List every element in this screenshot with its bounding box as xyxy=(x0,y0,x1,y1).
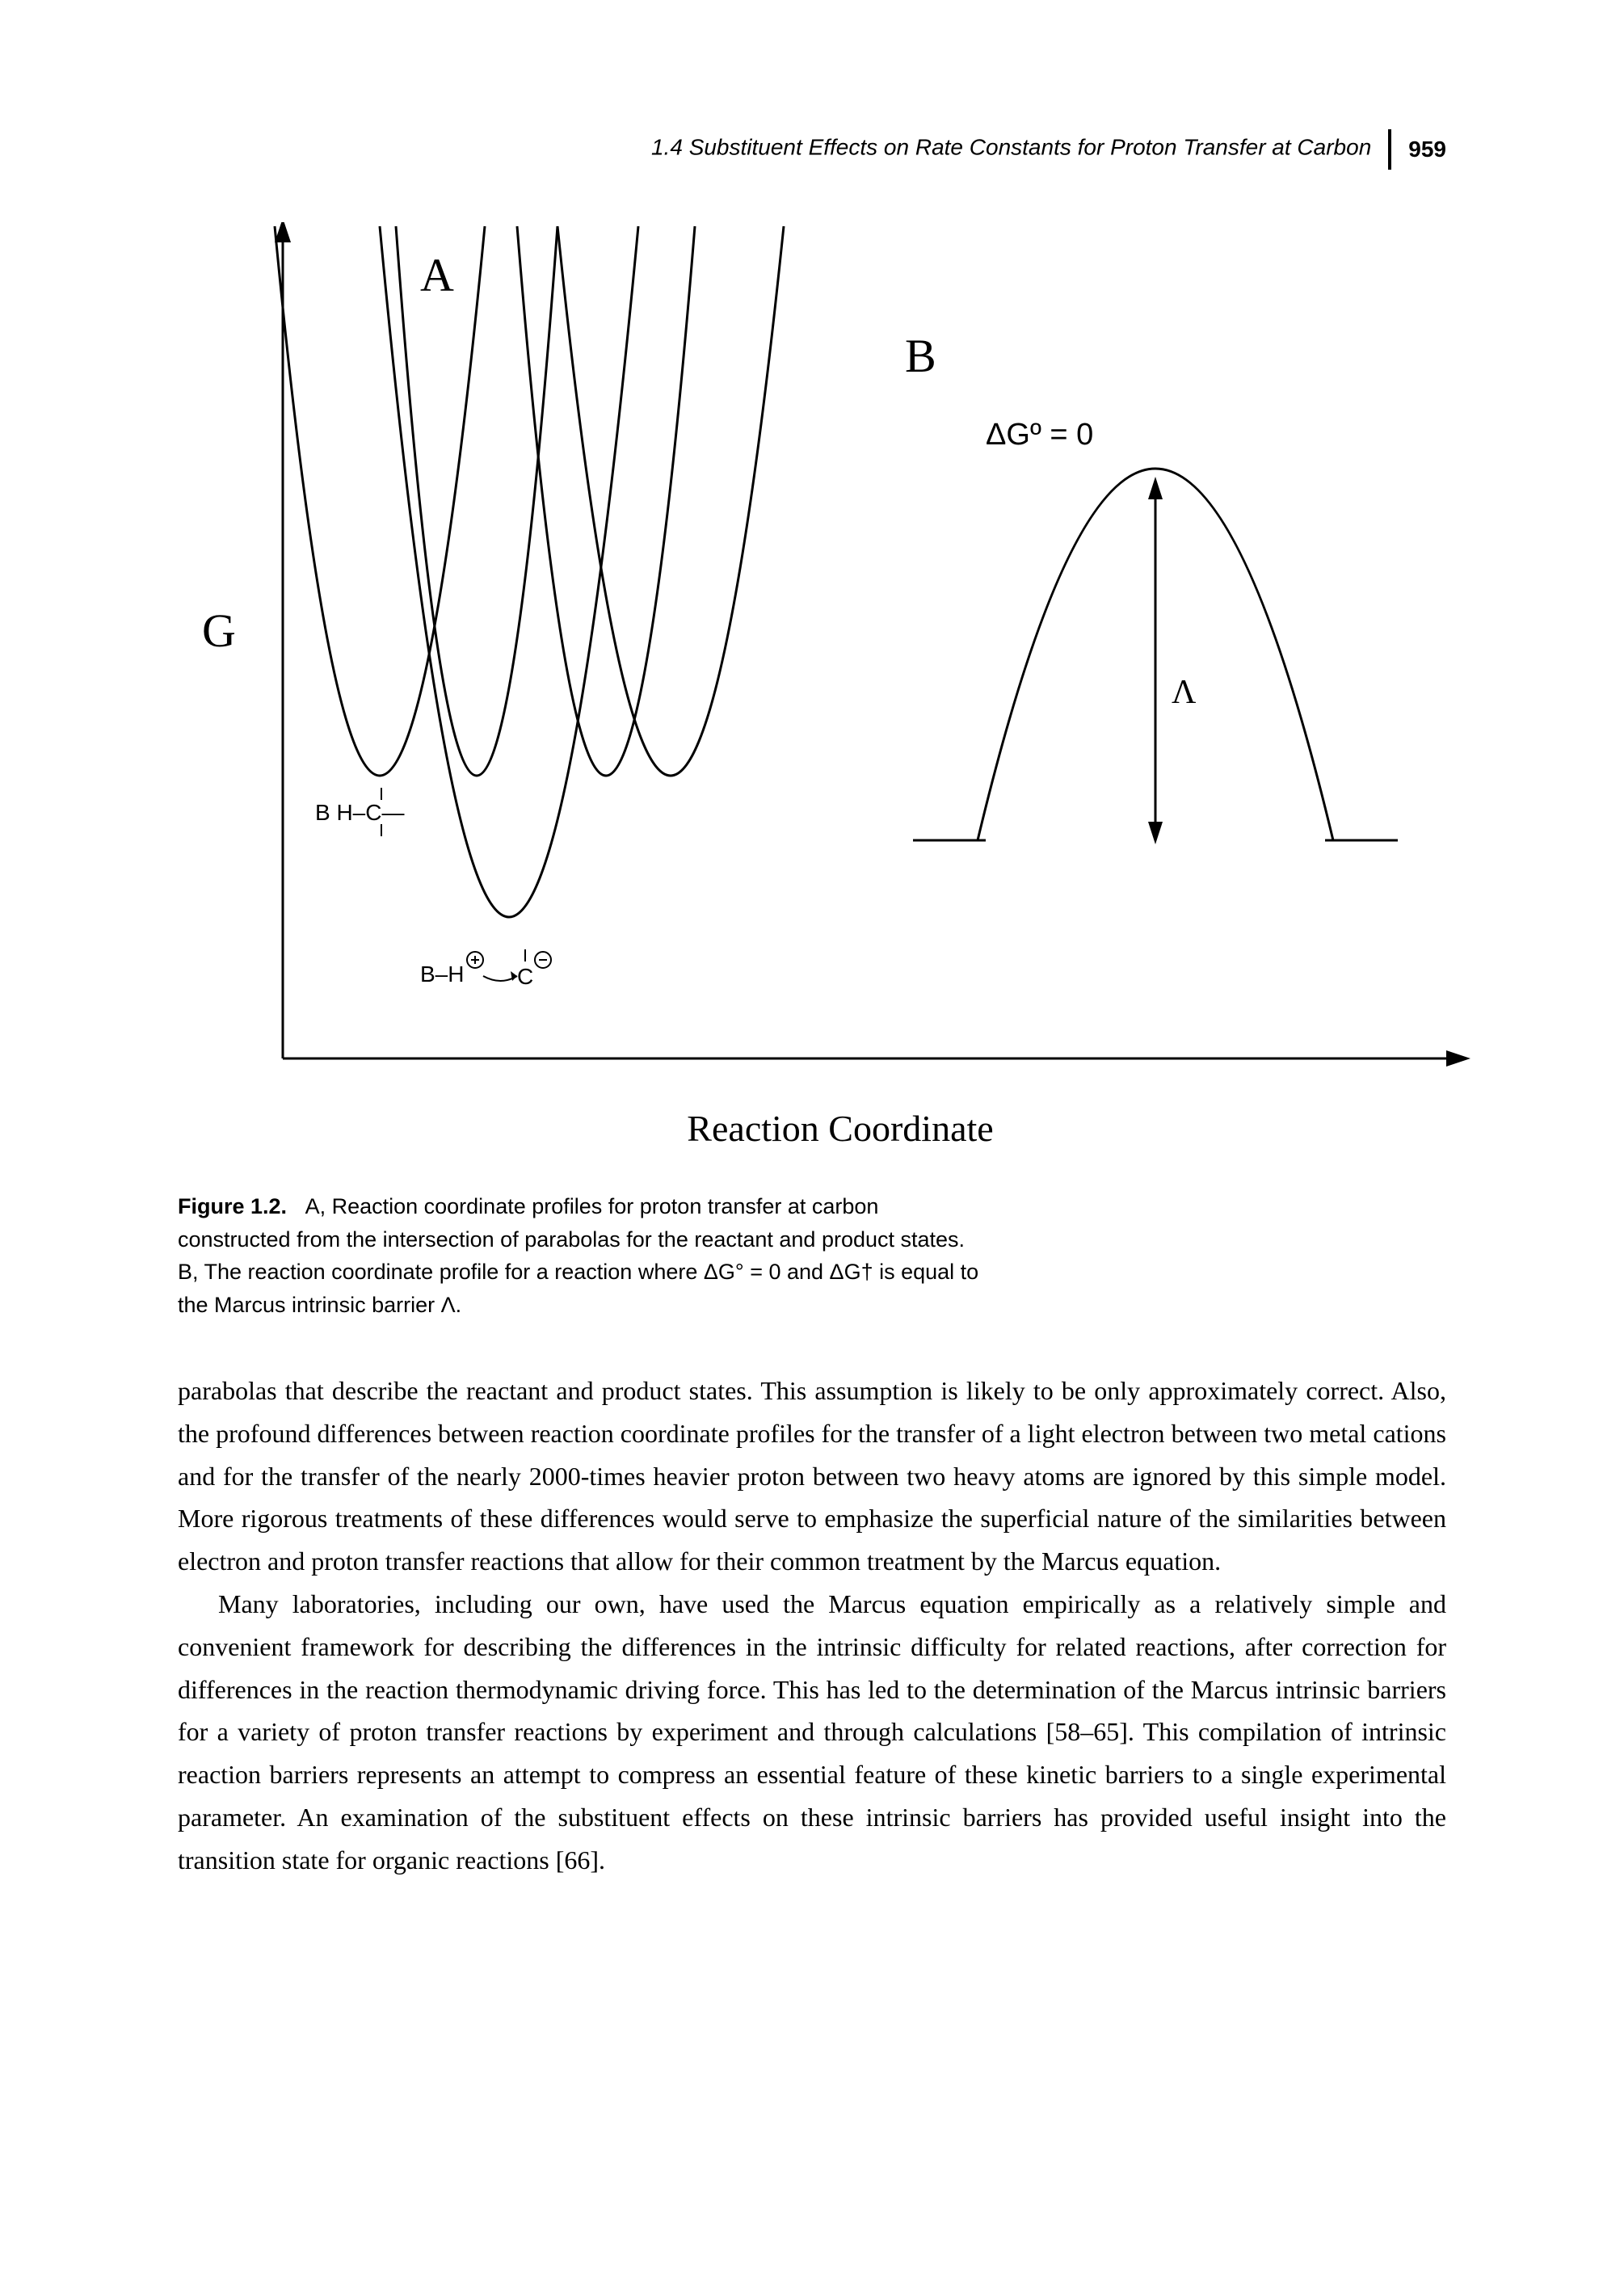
panel-b-label: B xyxy=(905,330,936,382)
header-section-title: 1.4 Substituent Effects on Rate Constant… xyxy=(651,134,1371,159)
panel-a-label: A xyxy=(420,249,454,301)
page: 1.4 Substituent Effects on Rate Constant… xyxy=(0,0,1624,2289)
figure-1-2: G A B H–C— B–H xyxy=(154,210,1446,1150)
chem-label-1-line1: B H–C— xyxy=(315,800,404,825)
chem-label-2c: C xyxy=(517,964,533,989)
paragraph-1: parabolas that describe the reactant and… xyxy=(178,1370,1446,1583)
figure-caption-label: Figure 1.2. xyxy=(178,1194,287,1218)
delta-g-zero-label: ΔGº = 0 xyxy=(986,418,1093,452)
figure-caption: Figure 1.2. A, Reaction coordinate profi… xyxy=(178,1190,986,1321)
header-divider xyxy=(1388,129,1391,170)
header-page-number: 959 xyxy=(1408,137,1446,162)
figure-svg: G A B H–C— B–H xyxy=(154,210,1487,1099)
running-header: 1.4 Substituent Effects on Rate Constant… xyxy=(178,129,1446,170)
chem-label-2: B–H xyxy=(420,961,464,987)
lambda-label: Λ xyxy=(1172,674,1197,711)
y-axis-label: G xyxy=(202,604,236,657)
x-axis-label: Reaction Coordinate xyxy=(234,1107,1446,1150)
body-text: parabolas that describe the reactant and… xyxy=(178,1370,1446,1882)
figure-caption-text: A, Reaction coordinate profiles for prot… xyxy=(178,1194,978,1317)
paragraph-2: Many laboratories, including our own, ha… xyxy=(178,1583,1446,1882)
